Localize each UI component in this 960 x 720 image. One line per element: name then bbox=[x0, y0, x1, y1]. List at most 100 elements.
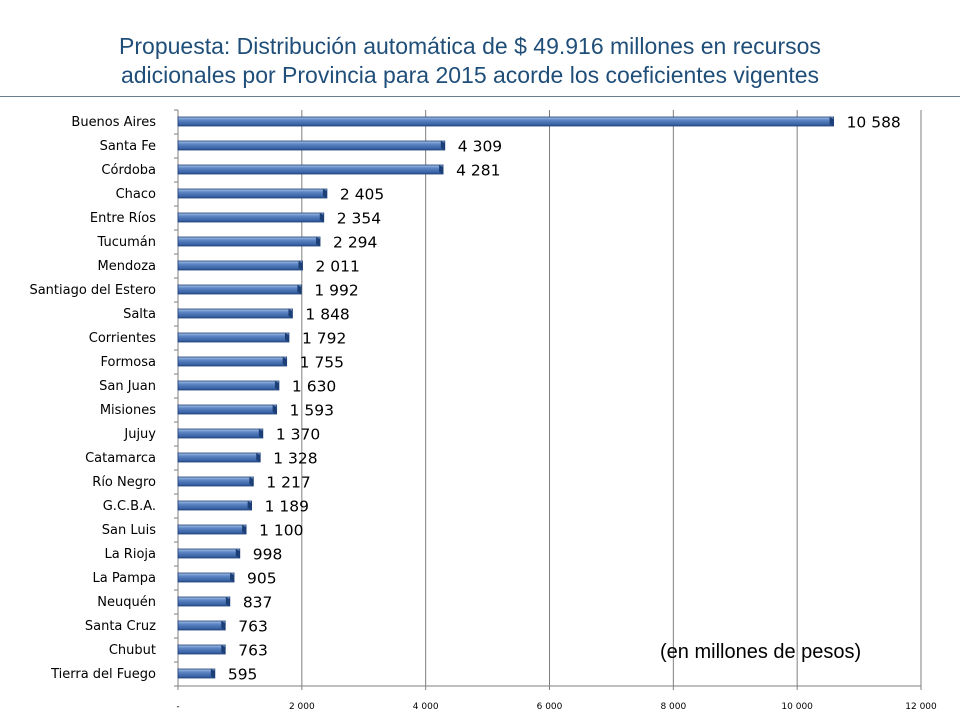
bar bbox=[177, 164, 444, 175]
x-tick-label: 2 000 bbox=[289, 702, 315, 712]
bar-end-cap bbox=[284, 333, 289, 342]
category-label: Santiago del Estero bbox=[29, 283, 156, 298]
bar-end-cap bbox=[230, 573, 235, 582]
category-label: La Rioja bbox=[104, 547, 156, 562]
bar-end-cap bbox=[274, 381, 279, 390]
x-tick-label: 4 000 bbox=[413, 702, 439, 712]
category-label: San Juan bbox=[99, 379, 156, 394]
bar-end-cap bbox=[272, 405, 277, 414]
data-label: 1 328 bbox=[273, 450, 317, 468]
bar bbox=[177, 428, 264, 439]
bar-end-cap bbox=[829, 117, 834, 126]
bar bbox=[177, 380, 280, 391]
bar-end-cap bbox=[210, 669, 215, 678]
data-label: 2 294 bbox=[333, 234, 377, 252]
data-label: 2 405 bbox=[340, 186, 384, 204]
chart-title-line-1: Propuesta: Distribución automática de $ … bbox=[119, 33, 821, 59]
data-label: 905 bbox=[247, 570, 277, 588]
bar-end-cap bbox=[316, 237, 321, 246]
title-divider bbox=[0, 96, 960, 97]
data-label: 763 bbox=[238, 618, 268, 636]
category-label: Santa Fe bbox=[100, 139, 156, 154]
data-label: 1 755 bbox=[300, 354, 344, 372]
category-label: Río Negro bbox=[92, 475, 156, 490]
data-label: 1 189 bbox=[265, 498, 309, 516]
data-label: 998 bbox=[253, 546, 283, 564]
bar-end-cap bbox=[439, 165, 444, 174]
data-label: 1 992 bbox=[314, 282, 358, 300]
bar bbox=[177, 332, 290, 343]
bar bbox=[177, 476, 254, 487]
category-label: Neuquén bbox=[97, 595, 156, 610]
chart-title-line-2: adicionales por Provincia para 2015 acor… bbox=[120, 62, 820, 88]
bar-end-cap bbox=[282, 357, 287, 366]
bar bbox=[177, 620, 226, 631]
bars bbox=[177, 116, 834, 679]
bar bbox=[177, 572, 235, 583]
category-label: Salta bbox=[123, 307, 156, 322]
x-tick-label: - bbox=[176, 702, 179, 712]
category-label: Entre Ríos bbox=[90, 211, 156, 226]
bar-end-cap bbox=[258, 429, 263, 438]
x-tick-label: 8 000 bbox=[660, 702, 686, 712]
data-label: 2 354 bbox=[337, 210, 381, 228]
category-label: Corrientes bbox=[89, 331, 156, 346]
category-label: Chubut bbox=[109, 643, 156, 658]
unit-note: (en millones de pesos) bbox=[660, 641, 862, 663]
bar bbox=[177, 548, 241, 559]
bar bbox=[177, 188, 328, 199]
category-label: Chaco bbox=[116, 187, 156, 202]
bar-end-cap bbox=[221, 621, 226, 630]
bar bbox=[177, 212, 325, 223]
bar-end-cap bbox=[235, 549, 240, 558]
category-label: G.C.B.A. bbox=[103, 499, 156, 514]
category-label: Buenos Aires bbox=[71, 115, 156, 130]
chart-title: Propuesta: Distribución automática de $ … bbox=[0, 32, 940, 90]
labels: - 2 000 4 000 6 000 8 000 10 000 12 000 Buenos … bbox=[29, 114, 937, 713]
data-label: 595 bbox=[228, 666, 258, 684]
category-label: Córdoba bbox=[101, 163, 156, 178]
bar-end-cap bbox=[322, 189, 327, 198]
category-label: Catamarca bbox=[85, 451, 156, 466]
data-label: 10 588 bbox=[847, 114, 901, 132]
category-label: Jujuy bbox=[123, 427, 156, 442]
data-label: 4 309 bbox=[458, 138, 502, 156]
bar-end-cap bbox=[288, 309, 293, 318]
bar bbox=[177, 284, 302, 295]
data-label: 2 011 bbox=[316, 258, 360, 276]
category-label: Santa Cruz bbox=[85, 619, 156, 634]
data-label: 837 bbox=[243, 594, 273, 612]
gridlines bbox=[301, 110, 922, 686]
data-label: 1 792 bbox=[302, 330, 346, 348]
category-label: San Luis bbox=[102, 523, 156, 538]
bar bbox=[177, 452, 261, 463]
bar bbox=[177, 596, 231, 607]
bar bbox=[177, 668, 216, 679]
bar-end-cap bbox=[247, 501, 252, 510]
category-label: Formosa bbox=[101, 355, 156, 370]
data-label: 1 217 bbox=[266, 474, 310, 492]
bar bbox=[177, 404, 278, 415]
bar-end-cap bbox=[221, 645, 226, 654]
data-label: 763 bbox=[238, 642, 268, 660]
axes bbox=[174, 109, 922, 690]
bar bbox=[177, 236, 321, 247]
bar bbox=[177, 500, 253, 511]
bar bbox=[177, 140, 446, 151]
bar-end-cap bbox=[225, 597, 230, 606]
bar bbox=[177, 356, 288, 367]
data-label: 4 281 bbox=[456, 162, 500, 180]
bar bbox=[177, 260, 303, 271]
data-label: 1 370 bbox=[276, 426, 320, 444]
category-label: Mendoza bbox=[98, 259, 156, 274]
category-label: Tierra del Fuego bbox=[50, 667, 156, 682]
data-label: 1 630 bbox=[292, 378, 336, 396]
bar bbox=[177, 116, 834, 127]
category-label: Misiones bbox=[100, 403, 156, 418]
bar-end-cap bbox=[298, 261, 303, 270]
bar-end-cap bbox=[319, 213, 324, 222]
bar-end-cap bbox=[256, 453, 261, 462]
x-tick-label: 12 000 bbox=[905, 702, 937, 712]
data-label: 1 100 bbox=[259, 522, 303, 540]
